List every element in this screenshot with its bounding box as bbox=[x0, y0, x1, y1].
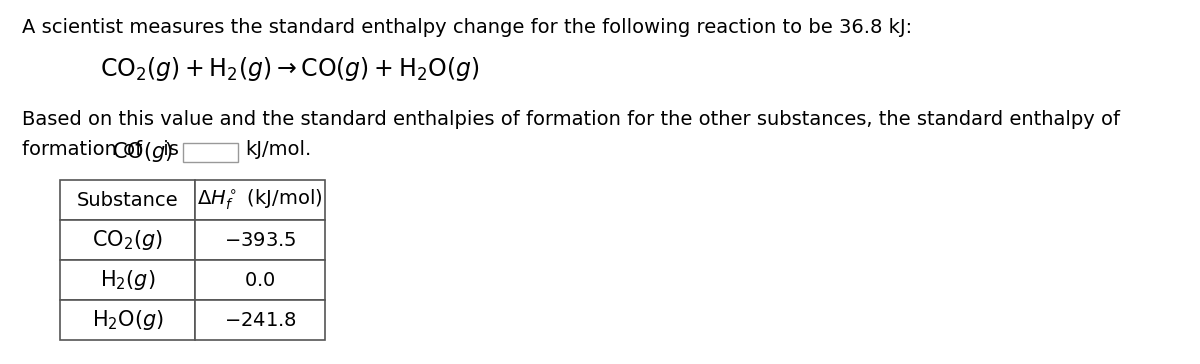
Text: formation of: formation of bbox=[22, 140, 149, 159]
Text: $\mathrm{CO}(g)$: $\mathrm{CO}(g)$ bbox=[112, 140, 173, 164]
Text: $\mathrm{CO_2}(g)$: $\mathrm{CO_2}(g)$ bbox=[92, 228, 163, 252]
Text: $\mathrm{CO_2}(g) + \mathrm{H_2}(g) \rightarrow \mathrm{CO}(g) + \mathrm{H_2O}(g: $\mathrm{CO_2}(g) + \mathrm{H_2}(g) \rig… bbox=[100, 55, 479, 83]
Text: Substance: Substance bbox=[77, 190, 179, 210]
Bar bbox=[60, 300, 194, 340]
Text: $-241.8$: $-241.8$ bbox=[224, 310, 296, 329]
Text: $\Delta H_f^\circ$ (kJ/mol): $\Delta H_f^\circ$ (kJ/mol) bbox=[197, 188, 323, 212]
Text: $-393.5$: $-393.5$ bbox=[223, 230, 296, 249]
Bar bbox=[60, 220, 194, 260]
Bar bbox=[194, 220, 325, 260]
Bar bbox=[194, 300, 325, 340]
Text: kJ/mol.: kJ/mol. bbox=[245, 140, 311, 159]
Bar bbox=[194, 260, 325, 300]
Bar bbox=[60, 260, 194, 300]
Bar bbox=[182, 143, 238, 162]
Text: $0.0$: $0.0$ bbox=[245, 270, 276, 289]
Text: $\mathrm{H_2}(g)$: $\mathrm{H_2}(g)$ bbox=[100, 268, 155, 292]
Text: is: is bbox=[157, 140, 179, 159]
Bar bbox=[60, 180, 194, 220]
Bar bbox=[194, 180, 325, 220]
Text: Based on this value and the standard enthalpies of formation for the other subst: Based on this value and the standard ent… bbox=[22, 110, 1120, 129]
Text: $\mathrm{H_2O}(g)$: $\mathrm{H_2O}(g)$ bbox=[91, 308, 163, 332]
Text: A scientist measures the standard enthalpy change for the following reaction to : A scientist measures the standard enthal… bbox=[22, 18, 912, 37]
